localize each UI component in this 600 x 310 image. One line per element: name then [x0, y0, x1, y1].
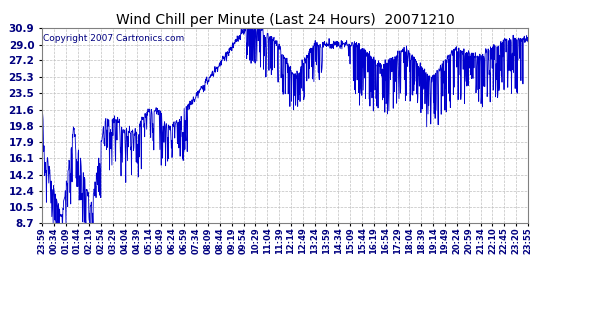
Text: Copyright 2007 Cartronics.com: Copyright 2007 Cartronics.com [43, 34, 185, 43]
Title: Wind Chill per Minute (Last 24 Hours)  20071210: Wind Chill per Minute (Last 24 Hours) 20… [116, 13, 454, 27]
